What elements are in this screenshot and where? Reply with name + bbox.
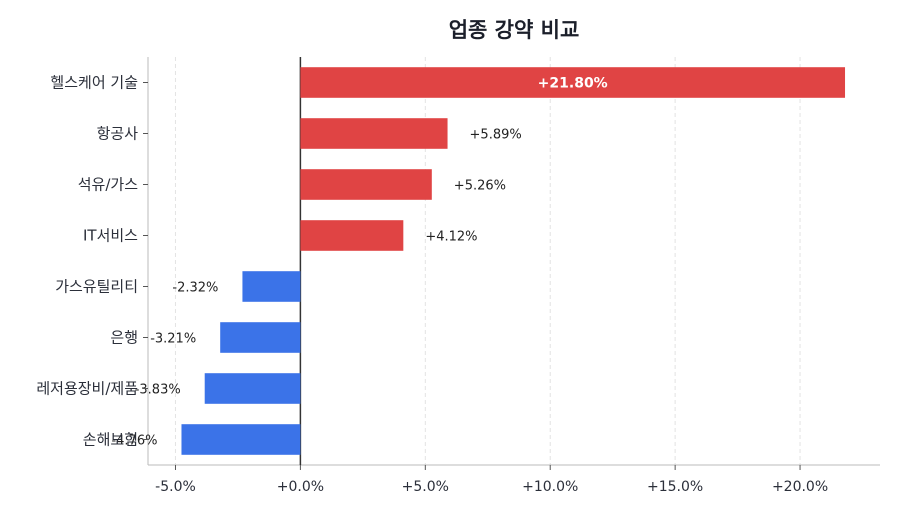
bar [181,424,301,455]
bar [300,67,846,98]
category-label: 항공사 [97,125,139,143]
category-label: 손해보험 [83,431,138,449]
x-tick-label: +0.0% [277,479,324,495]
x-tick-label: -5.0% [155,479,196,495]
category-label: 헬스케어 기술 [50,74,138,92]
grid [174,57,801,465]
x-tick-label: +5.0% [402,479,449,495]
value-label: -3.83% [135,383,181,398]
bar [300,169,432,200]
category-label: 은행 [110,329,138,347]
value-label: -3.21% [150,332,196,347]
bar [242,271,301,302]
value-label: +5.26% [454,179,506,194]
value-label: +4.12% [425,230,477,245]
category-label: 가스유틸리티 [55,278,138,296]
value-label: +21.80% [538,76,608,92]
category-label: IT서비스 [83,227,138,245]
value-label: +5.89% [470,128,522,143]
value-label: -4.76% [111,434,157,449]
value-label: -2.32% [172,281,218,296]
category-label: 석유/가스 [78,176,138,194]
category-label: 레저용장비/제품 [36,380,138,398]
x-tick-label: +10.0% [522,479,578,495]
x-tick-label: +20.0% [772,479,828,495]
bar [204,373,301,404]
value-labels: +21.80% +5.89% +5.26% +4.12% -2.32% -3.21% -3.… [111,76,607,449]
bar [300,220,404,251]
chart-title: 업종 강약 비교 [449,18,580,42]
bar [300,118,448,149]
x-tick-label: +15.0% [647,479,703,495]
bars [181,67,846,455]
bar [220,322,301,353]
x-tick-labels: -5.0% +0.0% +5.0% +10.0% +15.0% +20.0% [155,465,828,495]
